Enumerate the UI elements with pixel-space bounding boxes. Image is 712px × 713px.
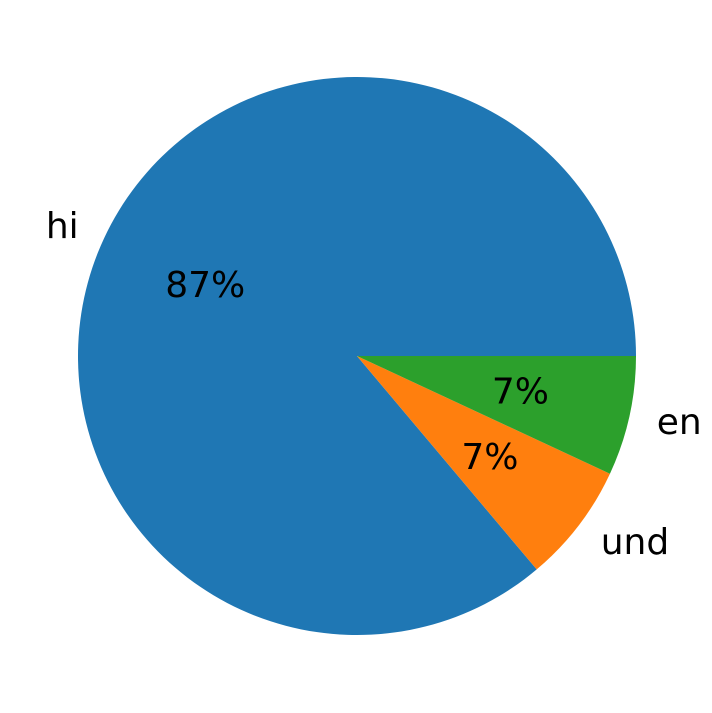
pie-slices-group	[77, 77, 636, 636]
pie-slice-und	[357, 356, 610, 570]
pie-slice-hi	[77, 77, 636, 636]
pie-labels-group: 87% hi 7% und 7% en	[46, 206, 702, 563]
slice-label-en: en	[657, 402, 702, 443]
slice-label-hi: hi	[46, 206, 79, 247]
slice-pct-en: 7%	[492, 372, 549, 413]
slice-label-und: und	[601, 522, 669, 563]
slice-pct-hi: 87%	[165, 265, 245, 306]
slice-pct-und: 7%	[461, 437, 518, 478]
pie-slice-en	[357, 356, 636, 474]
